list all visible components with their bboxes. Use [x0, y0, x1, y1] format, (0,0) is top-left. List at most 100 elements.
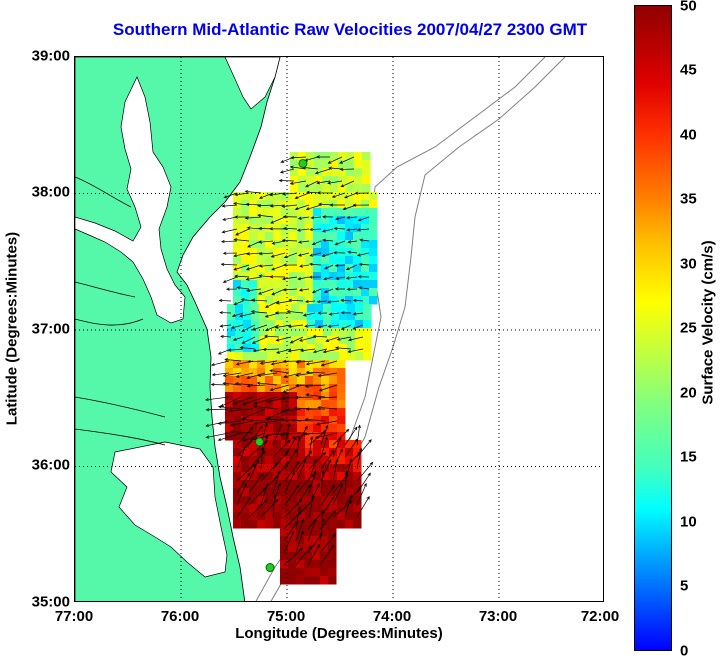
velocity-cell	[281, 280, 290, 289]
velocity-cell	[233, 432, 242, 441]
velocity-cell	[329, 512, 338, 521]
velocity-cell	[288, 544, 297, 553]
colorbar-tick-label: 20	[680, 384, 697, 402]
velocity-cell	[313, 488, 322, 497]
velocity-arrow	[272, 461, 289, 482]
velocity-cell	[291, 352, 300, 361]
velocity-cell	[345, 200, 354, 209]
velocity-arrow	[305, 204, 322, 211]
velocity-cell	[314, 176, 323, 185]
velocity-arrow	[328, 312, 340, 316]
map-plot-area[interactable]	[74, 56, 604, 602]
velocity-cell	[305, 264, 314, 273]
velocity-cell	[322, 184, 331, 193]
velocity-cell	[225, 432, 234, 441]
velocity-arrow	[241, 336, 256, 344]
velocity-cell	[290, 176, 299, 185]
velocity-cell	[296, 568, 305, 577]
velocity-arrow	[272, 450, 289, 470]
velocity-arrow	[259, 264, 274, 268]
velocity-arrow	[271, 264, 286, 271]
velocity-cell	[321, 192, 330, 201]
velocity-cell	[361, 280, 370, 289]
velocity-arrow	[352, 312, 364, 316]
velocity-cell	[346, 160, 355, 169]
velocity-cell	[320, 576, 329, 585]
velocity-cell	[315, 344, 324, 353]
velocity-cell	[315, 320, 324, 329]
velocity-cell	[304, 544, 313, 553]
velocity-cell	[241, 408, 250, 417]
velocity-cell	[298, 184, 307, 193]
velocity-cell	[369, 208, 378, 217]
velocity-cell	[345, 440, 354, 449]
velocity-arrow	[205, 432, 230, 439]
velocity-arrow	[296, 498, 314, 518]
velocity-cell	[305, 288, 314, 297]
colorbar-tick-label: 10	[680, 513, 697, 531]
velocity-arrow	[314, 432, 338, 439]
velocity-cell	[299, 344, 308, 353]
velocity-cell	[305, 480, 314, 489]
velocity-arrow	[327, 300, 340, 304]
velocity-cell	[273, 200, 282, 209]
velocity-cell	[298, 168, 307, 177]
velocity-arrow	[275, 311, 292, 315]
velocity-arrow	[356, 447, 363, 470]
velocity-cell	[267, 336, 276, 345]
velocity-cell	[321, 496, 330, 505]
velocity-arrow	[205, 396, 230, 402]
velocity-cell	[329, 296, 338, 305]
velocity-cell	[321, 480, 330, 489]
velocity-arrow	[297, 252, 310, 257]
velocity-cell	[249, 488, 258, 497]
velocity-cell	[243, 312, 252, 321]
velocity-cell	[265, 512, 274, 521]
velocity-cell	[281, 376, 290, 385]
velocity-cell	[241, 392, 250, 401]
velocity-arrow	[358, 262, 370, 266]
velocity-cell	[288, 560, 297, 569]
velocity-cell	[289, 200, 298, 209]
radar-station-marker	[265, 563, 275, 573]
velocity-cell	[329, 448, 338, 457]
velocity-arrow	[352, 203, 370, 207]
velocity-cell	[305, 416, 314, 425]
velocity-arrow	[253, 420, 278, 425]
velocity-cell	[273, 408, 282, 417]
velocity-cell	[251, 344, 260, 353]
velocity-cell	[305, 208, 314, 217]
velocity-arrow	[316, 300, 328, 304]
velocity-cell	[297, 424, 306, 433]
velocity-cell	[353, 240, 362, 249]
velocity-arrow	[251, 324, 268, 331]
velocity-cell	[289, 440, 298, 449]
velocity-cell	[233, 480, 242, 489]
velocity-cell	[281, 232, 290, 241]
velocity-cell	[296, 552, 305, 561]
velocity-cell	[321, 456, 330, 465]
velocity-arrow	[272, 439, 291, 458]
velocity-cell	[265, 480, 274, 489]
velocity-arrow	[283, 263, 298, 267]
velocity-arrow	[305, 180, 319, 188]
velocity-cell	[257, 384, 266, 393]
velocity-cell	[337, 392, 346, 401]
velocity-cell	[281, 480, 290, 489]
velocity-cell	[345, 488, 354, 497]
velocity-cell	[353, 288, 362, 297]
velocity-cell	[313, 400, 322, 409]
velocity-cell	[289, 400, 298, 409]
velocity-cell	[265, 288, 274, 297]
velocity-cell	[330, 168, 339, 177]
velocity-arrow	[282, 215, 298, 219]
velocity-cell	[305, 520, 314, 529]
velocity-cell	[265, 496, 274, 505]
velocity-cell	[321, 440, 330, 449]
velocity-cell	[337, 200, 346, 209]
velocity-cell	[233, 288, 242, 297]
velocity-arrow	[328, 166, 343, 170]
velocity-arrow	[259, 360, 278, 365]
velocity-cell	[298, 152, 307, 161]
velocity-cell	[281, 192, 290, 201]
